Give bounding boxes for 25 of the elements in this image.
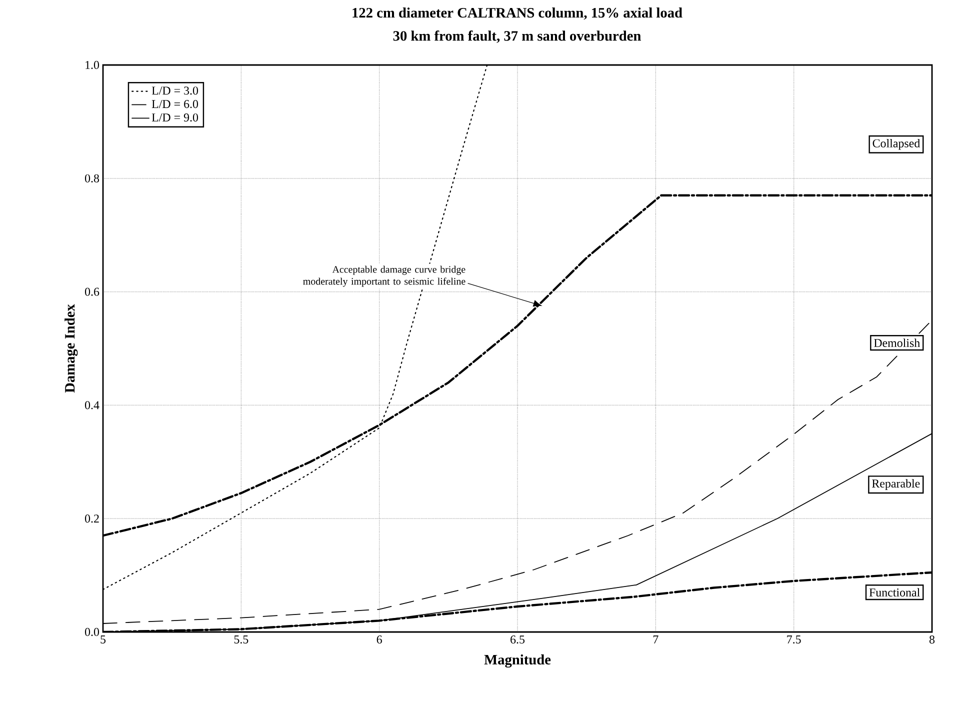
x-tick-label: 8: [929, 636, 935, 644]
annotation: Functional: [869, 588, 920, 597]
annotation: Reparable: [872, 479, 920, 490]
y-tick-label: 0.2: [84, 514, 99, 523]
y-tick-label: 0.4: [84, 401, 100, 410]
y-tick-label: 0.8: [84, 174, 100, 182]
legend-label: L/D = 3.0: [152, 86, 198, 95]
x-axis-title: Magnitude: [484, 654, 551, 668]
annotation: Collapsed: [872, 138, 920, 150]
chart-subtitle: 30 km from fault, 37 m sand overburden: [393, 30, 641, 43]
annotation: Acceptable damage curve bridge moderately important to seismic lifeline: [303, 266, 466, 287]
legend-label: L/D = 9.0: [152, 113, 198, 122]
x-tick-label: 5.5: [234, 636, 248, 644]
x-tick-label: 7: [653, 636, 658, 644]
annotation: Demolish: [874, 338, 920, 348]
x-tick-label: 6.5: [510, 636, 525, 644]
y-axis-title: Damage Index: [64, 304, 78, 393]
y-tick-label: 0.6: [84, 288, 100, 296]
legend-label: L/D = 6.0: [152, 100, 198, 108]
x-tick-label: 5: [100, 636, 106, 644]
x-tick-label: 6: [376, 636, 382, 644]
chart-title: 122 cm diameter CALTRANS column, 15% axial load: [352, 8, 682, 20]
y-tick-label: 0.0: [84, 628, 100, 636]
x-tick-label: 7.5: [787, 636, 801, 644]
y-tick-label: 1.0: [86, 60, 100, 70]
